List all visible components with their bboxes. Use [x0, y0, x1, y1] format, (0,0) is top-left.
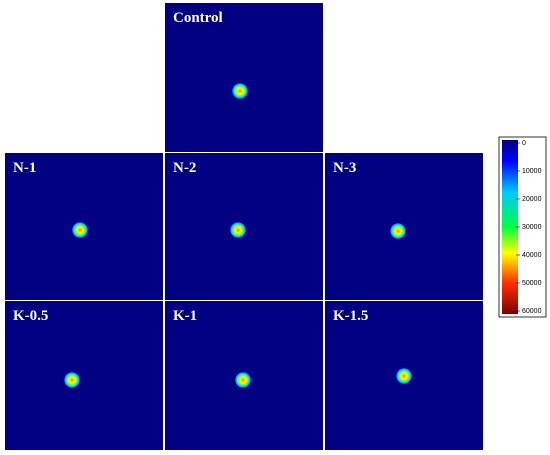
colorbar-tick-label: 50000: [522, 280, 542, 287]
panel-label: K-1: [173, 308, 197, 324]
signal-spot: [390, 223, 406, 239]
panel: [5, 301, 163, 450]
panel-label: K-0.5: [13, 308, 48, 324]
colorbar-tick-label: 60000: [522, 308, 542, 315]
colorbar-tick-label: 0: [522, 140, 526, 147]
panel-label: N-2: [173, 160, 196, 176]
colorbar: [502, 140, 518, 314]
panel-label: N-3: [333, 160, 356, 176]
panel-label: K-1.5: [333, 308, 368, 324]
signal-spot: [235, 372, 251, 388]
panel-label: N-1: [13, 160, 36, 176]
colorbar-tick-label: 10000: [522, 168, 542, 175]
signal-spot: [64, 372, 80, 388]
panel-label: Control: [173, 10, 223, 26]
colorbar-tick-label: 30000: [522, 224, 542, 231]
signal-spot: [232, 83, 248, 99]
signal-spot: [72, 222, 88, 238]
panel: [165, 3, 323, 152]
colorbar-tick-label: 20000: [522, 196, 542, 203]
signal-spot: [230, 222, 246, 238]
signal-spot: [396, 368, 412, 384]
colorbar-tick-label: 40000: [522, 252, 542, 259]
